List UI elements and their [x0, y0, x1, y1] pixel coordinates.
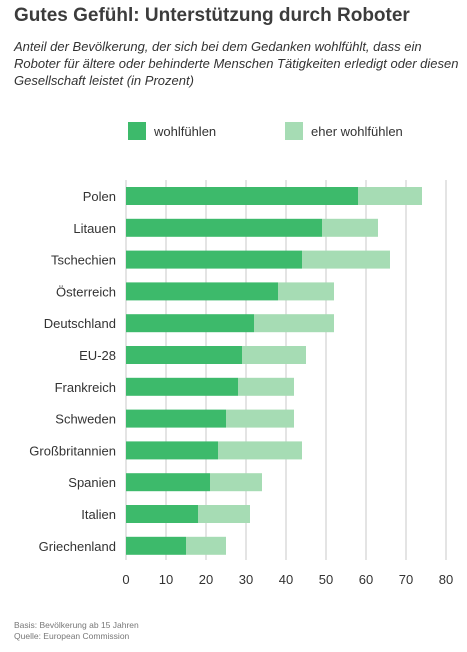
- x-tick-label: 30: [239, 572, 253, 587]
- chart-title: Gutes Gefühl: Unterstützung durch Robote…: [14, 5, 410, 26]
- bar-eher-wohlfuehlen: [210, 473, 262, 492]
- bar-wohlfuehlen: [126, 505, 198, 523]
- category-label: EU-28: [79, 348, 116, 363]
- chart-footer: Basis: Bevölkerung ab 15 Jahren Quelle: …: [14, 620, 139, 642]
- bar-eher-wohlfuehlen: [198, 505, 250, 523]
- bar-eher-wohlfuehlen: [254, 314, 334, 333]
- footer-basis: Basis: Bevölkerung ab 15 Jahren: [14, 620, 139, 630]
- bar-eher-wohlfuehlen: [302, 250, 390, 269]
- legend-item-eher-wohlfuehlen: eher wohlfühlen: [285, 122, 403, 140]
- bar-eher-wohlfuehlen: [358, 187, 422, 205]
- category-label: Griechenland: [39, 539, 116, 554]
- bar-eher-wohlfuehlen: [322, 218, 378, 237]
- bar-wohlfuehlen: [126, 441, 218, 460]
- legend-swatch-eher-wohlfuehlen: [285, 122, 303, 140]
- category-label: Polen: [83, 189, 116, 204]
- chart-subtitle: Anteil der Bevölkerung, der sich bei dem…: [14, 39, 459, 88]
- bar-eher-wohlfuehlen: [186, 536, 226, 555]
- bar-eher-wohlfuehlen: [238, 377, 294, 396]
- x-tick-label: 60: [359, 572, 373, 587]
- chart-legend: wohlfühlen eher wohlfühlen: [0, 122, 467, 140]
- category-label: Spanien: [68, 475, 116, 490]
- footer-source: Quelle: European Commission: [14, 631, 130, 641]
- legend-item-wohlfuehlen: wohlfühlen: [128, 122, 216, 140]
- bar-wohlfuehlen: [126, 187, 358, 205]
- bar-wohlfuehlen: [126, 409, 226, 428]
- bar-eher-wohlfuehlen: [242, 346, 306, 364]
- bar-wohlfuehlen: [126, 282, 278, 301]
- bar-eher-wohlfuehlen: [226, 409, 294, 428]
- x-tick-label: 80: [439, 572, 453, 587]
- category-label: Österreich: [56, 284, 116, 299]
- bar-wohlfuehlen: [126, 473, 210, 492]
- category-label: Großbritannien: [29, 443, 116, 458]
- category-label: Schweden: [55, 412, 116, 427]
- bar-wohlfuehlen: [126, 314, 254, 333]
- x-tick-label: 0: [122, 572, 129, 587]
- bar-wohlfuehlen: [126, 250, 302, 269]
- category-label: Deutschland: [44, 316, 116, 331]
- category-label: Tschechien: [51, 253, 116, 268]
- legend-label-wohlfuehlen: wohlfühlen: [154, 123, 217, 139]
- bar-eher-wohlfuehlen: [278, 282, 334, 301]
- x-tick-label: 10: [159, 572, 173, 587]
- x-tick-label: 70: [399, 572, 413, 587]
- x-tick-label: 40: [279, 572, 293, 587]
- x-tick-label: 50: [319, 572, 333, 587]
- category-label: Frankreich: [55, 380, 116, 395]
- bar-wohlfuehlen: [126, 536, 186, 555]
- x-tick-label: 20: [199, 572, 213, 587]
- category-label: Italien: [81, 507, 116, 522]
- bar-wohlfuehlen: [126, 218, 322, 237]
- bar-wohlfuehlen: [126, 346, 242, 364]
- bar-eher-wohlfuehlen: [218, 441, 302, 460]
- legend-swatch-wohlfuehlen: [128, 122, 146, 140]
- legend-label-eher-wohlfuehlen: eher wohlfühlen: [311, 123, 403, 139]
- bar-wohlfuehlen: [126, 377, 238, 396]
- category-label: Litauen: [73, 221, 116, 236]
